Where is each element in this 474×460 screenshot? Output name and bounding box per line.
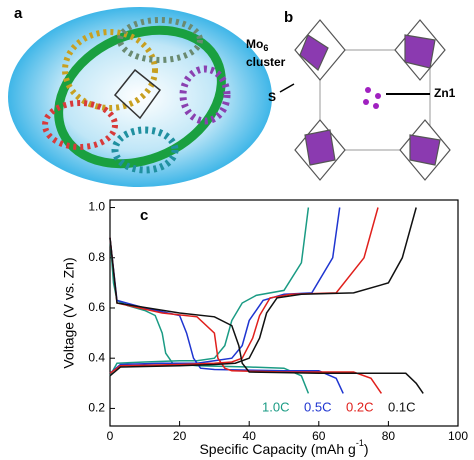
x-tick-label: 80 <box>382 429 396 443</box>
x-tick-label: 100 <box>448 429 468 443</box>
annotation: Mo <box>246 37 263 51</box>
panel-label: c <box>140 207 148 224</box>
curve <box>109 237 424 394</box>
legend-label: 0.5C <box>304 399 331 414</box>
legend-label: 1.0C <box>262 399 289 414</box>
legend-label: 0.2C <box>346 399 373 414</box>
annotation: 6 <box>263 43 268 53</box>
annotation: Mo6 <box>246 37 268 53</box>
curve <box>109 207 417 377</box>
y-tick-label: 0.8 <box>88 250 105 264</box>
annotation: Zn1 <box>434 86 456 100</box>
plot-frame <box>109 199 459 427</box>
panel-a-illustration <box>8 7 272 187</box>
panel-label: a <box>14 5 23 22</box>
curve <box>109 207 310 377</box>
curve <box>109 207 379 374</box>
y-tick-label: 1.0 <box>88 200 105 214</box>
x-tick-label: 40 <box>243 429 257 443</box>
x-axis-label: Specific Capacity (mAh g-1) <box>199 438 368 456</box>
x-tick-label: 0 <box>107 429 114 443</box>
annotation: cluster <box>246 55 286 69</box>
panel-label: b <box>284 9 293 26</box>
y-tick-label: 0.4 <box>88 350 105 364</box>
panel-b-illustration <box>279 19 451 181</box>
annotation: S <box>268 90 276 104</box>
y-tick-label: 0.6 <box>88 300 105 314</box>
y-axis-label: Voltage (V vs. Zn) <box>61 257 77 368</box>
x-axis-label: ) <box>364 441 369 457</box>
y-tick-label: 0.2 <box>88 401 105 415</box>
x-tick-label: 60 <box>312 429 326 443</box>
legend-label: 0.1C <box>388 399 415 414</box>
curve <box>109 237 344 394</box>
x-axis-label: Specific Capacity (mAh g <box>199 441 355 457</box>
x-axis-label: -1 <box>356 438 364 448</box>
x-tick-label: 20 <box>173 429 187 443</box>
